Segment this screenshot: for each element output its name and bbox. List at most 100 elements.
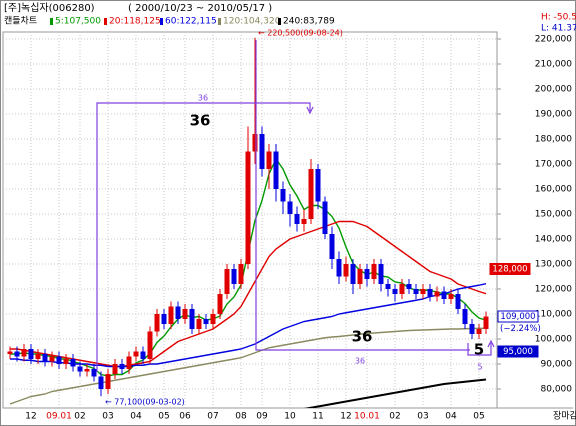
candle-body [427, 289, 433, 297]
candle-body [329, 234, 335, 259]
x-tick-label: 08 [235, 412, 247, 422]
candle-body [469, 324, 475, 334]
candle-body [168, 306, 174, 324]
candle-body [301, 219, 307, 224]
legend-swatch [104, 18, 107, 25]
price-tag-label: 128,000 [492, 265, 527, 275]
candle-body [287, 201, 293, 214]
candle-body [336, 259, 342, 277]
candle-body [406, 284, 412, 289]
annotations: 36 36 36 36 5 5 ← 220,500(09-08-24) ← 77… [96, 29, 495, 407]
candle-body [63, 359, 69, 364]
candle-body [35, 354, 41, 359]
price-tag [497, 345, 539, 358]
count-label: 5 [477, 363, 482, 372]
chart-title: [주]녹십자(006280) [4, 2, 95, 14]
candle-body [161, 314, 167, 324]
x-tick-label: 07 [207, 412, 218, 422]
candle-body [238, 264, 244, 284]
plot [3, 32, 497, 408]
y-tick-label: 220,000 [535, 35, 572, 45]
candle-body [70, 359, 76, 367]
y-tick-label: 200,000 [535, 85, 572, 95]
candle-body [77, 366, 83, 372]
candle-body [413, 289, 419, 294]
count-label: 5 [474, 341, 484, 359]
legend-swatch [218, 18, 221, 25]
candle-body [105, 374, 111, 389]
legend-label: 60:122,115 [165, 17, 217, 27]
legend-label: 5:107,500 [55, 17, 101, 27]
legend-swatch [278, 18, 281, 25]
candle-body [14, 351, 20, 357]
candle-body [308, 169, 314, 219]
chart-label: 캔들차트 [4, 15, 37, 27]
legend-swatch [160, 18, 163, 25]
x-tick-label: 02 [389, 412, 400, 422]
x-tick-label: 12 [25, 412, 36, 422]
high-note: ← 220,500(09-08-24) [258, 29, 343, 38]
candle-body [210, 314, 216, 324]
candle-body [448, 294, 454, 299]
candle-body [399, 284, 405, 294]
candle-body [28, 349, 34, 359]
x-tick-label: 09 [256, 412, 268, 422]
legend-swatch [50, 18, 53, 25]
x-tick-label: 05 [473, 412, 484, 422]
candle-body [21, 349, 27, 357]
candle-body [126, 356, 132, 369]
candle-body [378, 264, 384, 284]
candle-body [182, 309, 188, 319]
x-end-label: 장마감 [553, 410, 576, 422]
candle-body [357, 269, 363, 284]
candle-body [49, 356, 55, 362]
candle-body [259, 134, 265, 169]
candle-body [441, 291, 447, 299]
candle-body [350, 264, 356, 284]
candle-body [392, 289, 398, 294]
candle-body [315, 169, 321, 202]
price-tag-label: 109,000 [500, 312, 535, 322]
high-ratio: H: -50.57 [541, 13, 576, 23]
y-tick-label: 120,000 [535, 285, 572, 295]
candle-body [420, 289, 426, 294]
legend-label: 20:118,125 [109, 17, 161, 27]
x-tick-label: 04 [445, 412, 457, 422]
y-tick-label: 150,000 [535, 210, 572, 220]
count-label: 36 [190, 112, 211, 130]
candle-body [476, 329, 482, 334]
count-bracket [96, 102, 311, 372]
candle-body [196, 319, 202, 329]
count-label: 36 [355, 357, 365, 366]
price-tag-label: 95,000 [503, 347, 533, 357]
candle-body [154, 314, 160, 332]
ma-line [303, 378, 487, 408]
candle-body [147, 331, 153, 359]
candle-body [462, 309, 468, 324]
y-tick-label: 100,000 [535, 335, 572, 345]
candle-body [280, 189, 286, 202]
candle-body [189, 309, 195, 329]
x-tick-label: 03 [102, 412, 113, 422]
x-tick-label: 06 [179, 412, 191, 422]
low-ratio: L: 41.37 [541, 24, 576, 34]
y-tick-label: 210,000 [535, 60, 572, 70]
price-tag [489, 263, 531, 275]
y-tick-label: 170,000 [535, 160, 572, 170]
ma-line [10, 283, 487, 368]
count-label: 36 [352, 328, 373, 346]
candle-body [322, 201, 328, 234]
candle-body [84, 369, 90, 372]
x-tick-label: 12 [340, 412, 351, 422]
candle-body [98, 376, 104, 389]
y-tick-label: 80,000 [541, 385, 573, 395]
legend-label: 120:104,320 [223, 17, 281, 27]
count-bracket [467, 343, 492, 356]
y-tick-label: 160,000 [535, 185, 572, 195]
low-note: ← 77,100(09-03-02) [105, 398, 185, 407]
candle-body [364, 269, 370, 279]
candle-body [42, 354, 48, 362]
candle-body [224, 269, 230, 294]
y-tick-label: 110,000 [535, 310, 572, 320]
